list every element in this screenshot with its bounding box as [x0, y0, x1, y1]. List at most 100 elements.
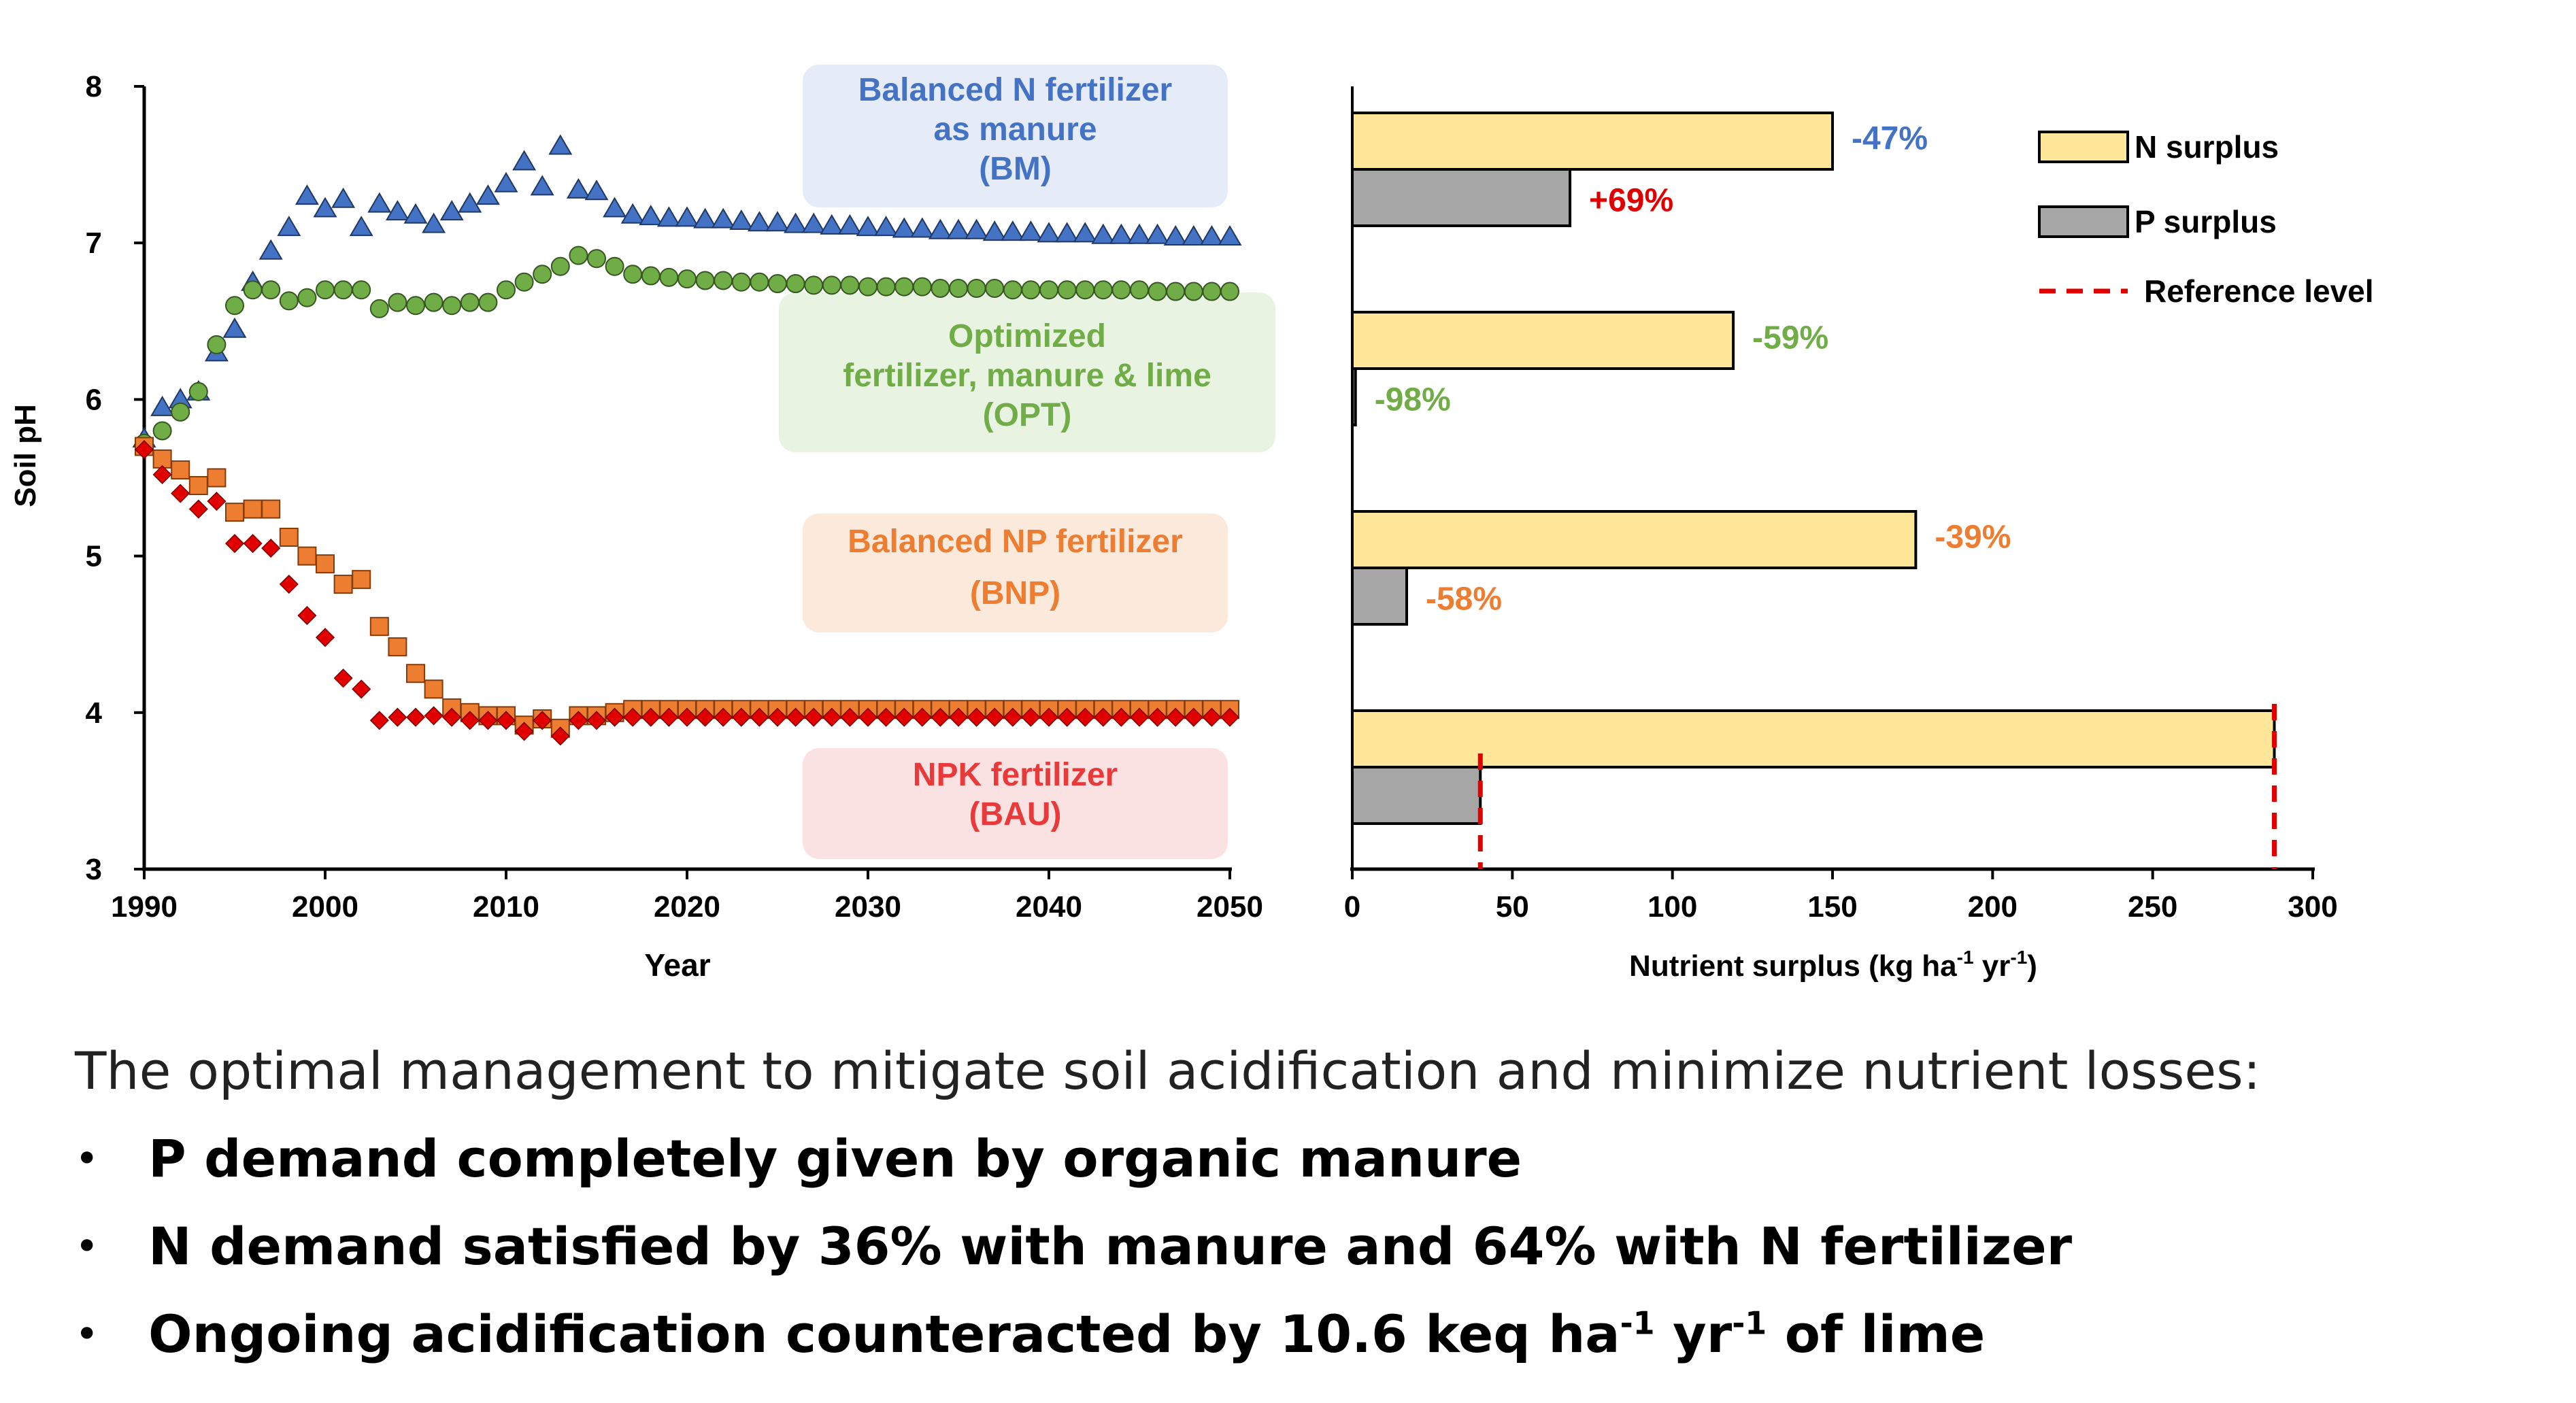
- data-point-opt: [1057, 280, 1077, 300]
- data-point-opt: [243, 280, 263, 300]
- data-point-bm: [258, 239, 283, 260]
- treatment-label-text: Optimized: [948, 318, 1106, 354]
- series-bau: [134, 440, 1240, 746]
- data-point-bm: [982, 220, 1007, 241]
- data-point-bau: [659, 707, 679, 727]
- data-point-bm: [1037, 222, 1061, 243]
- data-point-opt: [1093, 280, 1113, 300]
- data-point-bau: [912, 707, 932, 727]
- data-point-bm: [603, 197, 627, 218]
- data-point-bau: [677, 707, 697, 727]
- caption-bullet-item: • P demand completely given by organic ma…: [75, 1128, 2524, 1189]
- data-point-bau: [134, 440, 154, 460]
- data-point-opt: [695, 271, 715, 290]
- treatment-label-text: Balanced NP fertilizer: [848, 524, 1183, 560]
- data-point-bau: [279, 574, 299, 594]
- data-point-bm: [295, 184, 319, 205]
- caption-sup: -1: [1620, 1304, 1655, 1342]
- data-point-bnp: [152, 449, 172, 469]
- data-point-bm: [1073, 222, 1097, 243]
- treatment-label-text: as manure: [933, 112, 1097, 148]
- caption: The optimal management to mitigate soil …: [75, 1041, 2524, 1391]
- data-point-bm: [784, 212, 808, 233]
- data-point-opt: [1130, 280, 1149, 300]
- data-point-bau: [188, 499, 208, 519]
- treatment-label-box: [803, 65, 1228, 207]
- data-point-bm: [747, 211, 771, 232]
- data-point-bm: [1182, 225, 1206, 246]
- treatment-label-text: (OPT): [983, 397, 1072, 433]
- treatment-label-text: Balanced N fertilizer: [858, 72, 1172, 108]
- data-point-bm: [801, 212, 826, 233]
- treatment-label-box: [779, 292, 1275, 452]
- data-point-opt: [858, 277, 877, 297]
- caption-sup: -1: [1732, 1304, 1767, 1342]
- data-point-bnp: [279, 527, 299, 547]
- data-point-opt: [388, 292, 407, 312]
- caption-bullet-text: N demand satisfied by 36% with manure an…: [148, 1216, 2073, 1277]
- series-bm: [132, 134, 1242, 447]
- data-point-opt: [369, 299, 389, 318]
- data-point-bm: [512, 150, 537, 171]
- data-point-opt: [894, 277, 914, 297]
- data-point-bm: [675, 206, 699, 227]
- y-tick-label: 6: [86, 383, 102, 416]
- data-point-opt: [1039, 280, 1058, 300]
- data-point-opt: [840, 275, 860, 295]
- data-point-bau: [804, 707, 824, 727]
- nutrient-surplus-chart: 0 50 100 150 200 250 300 -47%+69%-59%-98%-39%-…: [1344, 86, 2374, 983]
- reference-lines: [1477, 704, 2277, 869]
- data-point-opt: [424, 292, 444, 312]
- caption-bullet-text: yr: [1654, 1304, 1733, 1364]
- caption-bullet-list: • P demand completely given by organic ma…: [75, 1128, 2524, 1364]
- data-point-bau: [786, 707, 805, 727]
- data-point-bm: [711, 207, 735, 229]
- data-point-opt: [297, 288, 317, 307]
- data-point-bnp: [424, 679, 444, 699]
- data-point-bau: [207, 491, 227, 511]
- surplus-legend: N surplus P surplus Reference level: [2038, 129, 2374, 309]
- data-point-bm: [1163, 225, 1188, 246]
- soil-ph-chart: Balanced N fertilizer as manure(BM) Optimi…: [9, 65, 1275, 983]
- data-point-bau: [876, 707, 896, 727]
- data-point-bau: [1166, 707, 1186, 727]
- data-point-bm: [856, 216, 880, 237]
- surplus-x-label-end: ): [2027, 949, 2037, 983]
- data-point-bau: [894, 707, 914, 727]
- data-point-opt: [1184, 282, 1203, 301]
- data-point-opt: [912, 277, 932, 297]
- data-point-opt: [1003, 280, 1022, 300]
- data-point-bm: [313, 197, 337, 218]
- data-point-bm: [1127, 223, 1152, 244]
- data-point-bm: [910, 217, 935, 238]
- data-point-bau: [496, 711, 516, 730]
- surplus-x-label-mid: yr: [1974, 949, 2011, 983]
- data-point-bau: [931, 707, 950, 727]
- data-point-opt: [1220, 282, 1239, 301]
- bar-n-surplus-bnp: [1351, 510, 1918, 569]
- data-point-opt: [931, 278, 950, 298]
- data-point-bnp: [207, 468, 227, 488]
- data-point-bau: [714, 707, 733, 727]
- data-point-opt: [587, 249, 606, 269]
- data-point-bm: [422, 212, 446, 233]
- bar-p-surplus-bm: [1351, 168, 1572, 227]
- data-point-bm: [277, 216, 301, 237]
- data-point-bau: [533, 711, 552, 730]
- legend-swatch-n-surplus: [2038, 131, 2129, 163]
- data-point-bau: [1057, 707, 1077, 727]
- data-point-opt: [460, 292, 480, 312]
- data-point-bm: [385, 200, 409, 221]
- data-point-opt: [786, 274, 805, 294]
- bar-percent-label: -59%: [1752, 320, 1828, 356]
- data-point-bm: [530, 175, 554, 196]
- data-point-bau: [352, 679, 371, 699]
- data-point-bm: [874, 216, 899, 237]
- data-point-bm: [584, 180, 609, 201]
- data-point-bau: [297, 606, 317, 626]
- data-point-bm: [729, 209, 754, 230]
- data-point-bm: [222, 317, 247, 338]
- bar-n-surplus-opt: [1351, 311, 1735, 370]
- data-point-bau: [1021, 707, 1041, 727]
- data-point-opt: [641, 266, 660, 286]
